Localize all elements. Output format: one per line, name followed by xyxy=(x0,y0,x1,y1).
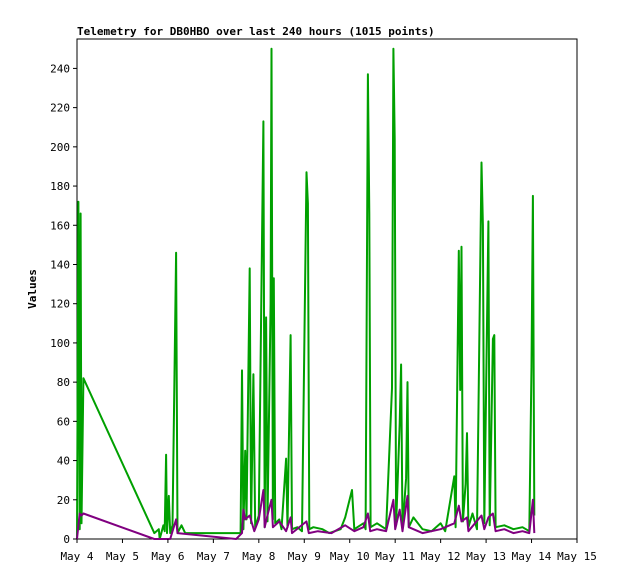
x-tick-label: May 7 xyxy=(197,550,230,563)
x-tick-label: May 9 xyxy=(288,550,321,563)
x-tick-label: May 6 xyxy=(151,550,184,563)
y-tick-label: 100 xyxy=(50,337,70,350)
x-tick-label: May 5 xyxy=(106,550,139,563)
x-tick-label: May 4 xyxy=(60,550,93,563)
plot-frame xyxy=(76,38,578,540)
x-tick-label: May 8 xyxy=(242,550,275,563)
y-tick-label: 220 xyxy=(50,102,70,115)
x-tick-label: May 10 xyxy=(330,550,370,563)
y-tick-label: 240 xyxy=(50,62,70,75)
y-axis: 0 20 40 60 80 100 120 140 160 180 200 220 240 xyxy=(50,62,77,546)
y-tick-label: 160 xyxy=(50,219,70,232)
y-tick-label: 20 xyxy=(57,494,70,507)
y-tick-label: 60 xyxy=(57,415,70,428)
x-axis: May 4 May 5 May 6 May 7 May 8 May 9 May 10 May … xyxy=(60,539,597,563)
y-tick-label: 40 xyxy=(57,455,70,468)
y-axis-label: Values xyxy=(26,269,39,309)
y-tick-label: 80 xyxy=(57,376,70,389)
y-tick-label: 140 xyxy=(50,258,70,271)
x-tick-label: May 13 xyxy=(466,550,506,563)
chart-title: Telemetry for DB0HBO over last 240 hours… xyxy=(77,25,435,38)
x-tick-label: May 11 xyxy=(375,550,415,563)
y-tick-label: 180 xyxy=(50,180,70,193)
series-layer xyxy=(76,47,536,540)
y-tick-label: 120 xyxy=(50,298,70,311)
y-tick-label: 0 xyxy=(63,533,70,546)
x-tick-label: May 14 xyxy=(512,550,552,563)
x-tick-label: May 12 xyxy=(421,550,461,563)
y-tick-label: 200 xyxy=(50,141,70,154)
series-line-1 xyxy=(76,47,536,540)
x-tick-label: May 15 xyxy=(557,550,597,563)
series-line-2 xyxy=(76,489,536,540)
